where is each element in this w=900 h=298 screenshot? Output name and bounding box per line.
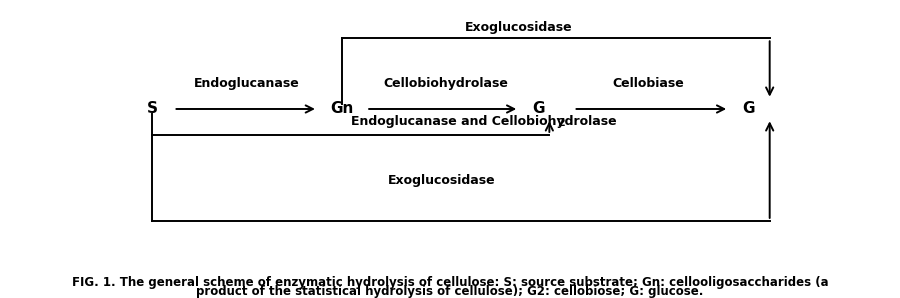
Text: Cellobiase: Cellobiase — [613, 77, 685, 90]
Text: Cellobiohydrolase: Cellobiohydrolase — [383, 77, 508, 90]
Text: G: G — [533, 102, 545, 117]
Text: Gn: Gn — [330, 102, 354, 117]
Text: Endoglucanase and Cellobiohydrolase: Endoglucanase and Cellobiohydrolase — [351, 115, 616, 128]
Text: product of the statistical hydrolysis of cellulose); G2: cellobiose; G: glucose.: product of the statistical hydrolysis of… — [196, 285, 704, 298]
Text: S: S — [147, 102, 158, 117]
Text: Endoglucanase: Endoglucanase — [194, 77, 300, 90]
Text: Exoglucosidase: Exoglucosidase — [388, 174, 495, 187]
Text: FIG. 1. The general scheme of enzymatic hydrolysis of cellulose: S: source subst: FIG. 1. The general scheme of enzymatic … — [72, 276, 828, 289]
Text: 2: 2 — [557, 118, 564, 128]
Text: G: G — [742, 102, 754, 117]
Text: Exoglucosidase: Exoglucosidase — [465, 21, 573, 34]
